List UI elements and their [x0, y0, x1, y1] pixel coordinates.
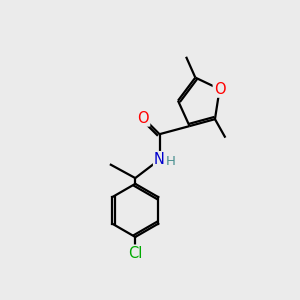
Text: O: O: [137, 110, 149, 125]
Text: Cl: Cl: [128, 246, 142, 261]
Text: H: H: [166, 155, 176, 168]
Text: N: N: [154, 152, 165, 167]
Text: O: O: [214, 82, 225, 97]
